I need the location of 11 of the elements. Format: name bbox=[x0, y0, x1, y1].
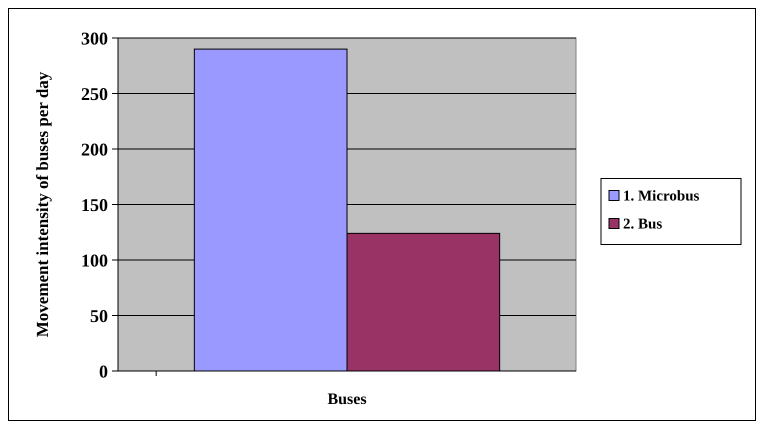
legend-label: 2. Bus bbox=[623, 216, 662, 232]
y-tick-label: 100 bbox=[81, 250, 108, 270]
x-tick-label: Buses bbox=[327, 391, 367, 408]
y-axis-title: Movement intensity of buses per day bbox=[33, 71, 52, 338]
y-tick-label: 300 bbox=[81, 28, 108, 48]
y-tick-label: 50 bbox=[90, 306, 108, 326]
y-tick-label: 250 bbox=[81, 84, 108, 104]
legend-label: 1. Microbus bbox=[623, 188, 700, 204]
y-tick-label: 150 bbox=[81, 194, 108, 215]
y-tick-label: 200 bbox=[81, 139, 108, 160]
y-tick-label: 0 bbox=[99, 361, 108, 382]
